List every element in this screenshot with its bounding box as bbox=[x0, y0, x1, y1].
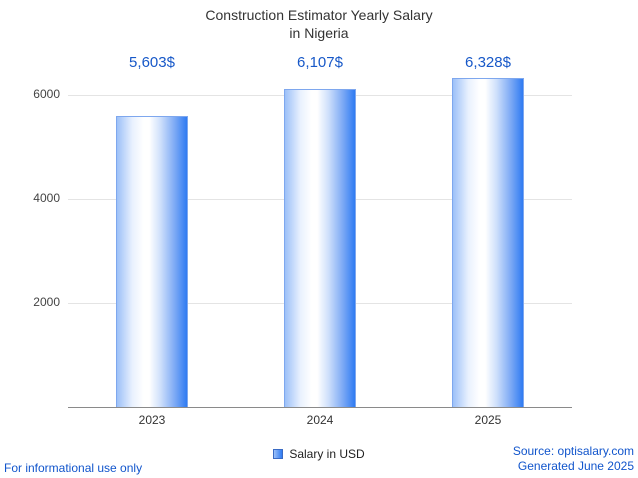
plot-area bbox=[68, 69, 572, 408]
x-axis-label-2023: 2023 bbox=[138, 413, 166, 427]
x-axis-label-2025: 2025 bbox=[474, 413, 502, 427]
bar-2024 bbox=[284, 89, 356, 407]
value-label-2024: 6,107$ bbox=[297, 54, 343, 71]
source-link[interactable]: Source: optisalary.com bbox=[512, 443, 634, 458]
legend-swatch-icon bbox=[273, 449, 284, 459]
legend-label: Salary in USD bbox=[289, 447, 365, 461]
chart-title-line1: Construction Estimator Yearly Salary bbox=[205, 7, 433, 23]
y-axis-tick-label: 4000 bbox=[33, 191, 60, 205]
x-axis-label-2024: 2024 bbox=[306, 413, 334, 427]
bar-2023 bbox=[116, 115, 188, 407]
chart-title: Construction Estimator Yearly Salary in … bbox=[0, 6, 638, 42]
generated-date: Generated June 2025 bbox=[517, 459, 634, 474]
footer-disclaimer: For informational use only bbox=[4, 461, 143, 475]
bar-2025 bbox=[452, 77, 524, 407]
chart-title-line2: in Nigeria bbox=[289, 25, 349, 42]
y-axis-tick-label: 6000 bbox=[33, 87, 60, 101]
y-axis-tick-label: 2000 bbox=[33, 295, 60, 309]
value-label-2023: 5,603$ bbox=[129, 54, 175, 71]
footer-source-block: Source: optisalary.com Generated June 20… bbox=[513, 444, 634, 475]
value-label-2025: 6,328$ bbox=[465, 54, 511, 71]
legend: Salary in USD bbox=[0, 447, 638, 461]
